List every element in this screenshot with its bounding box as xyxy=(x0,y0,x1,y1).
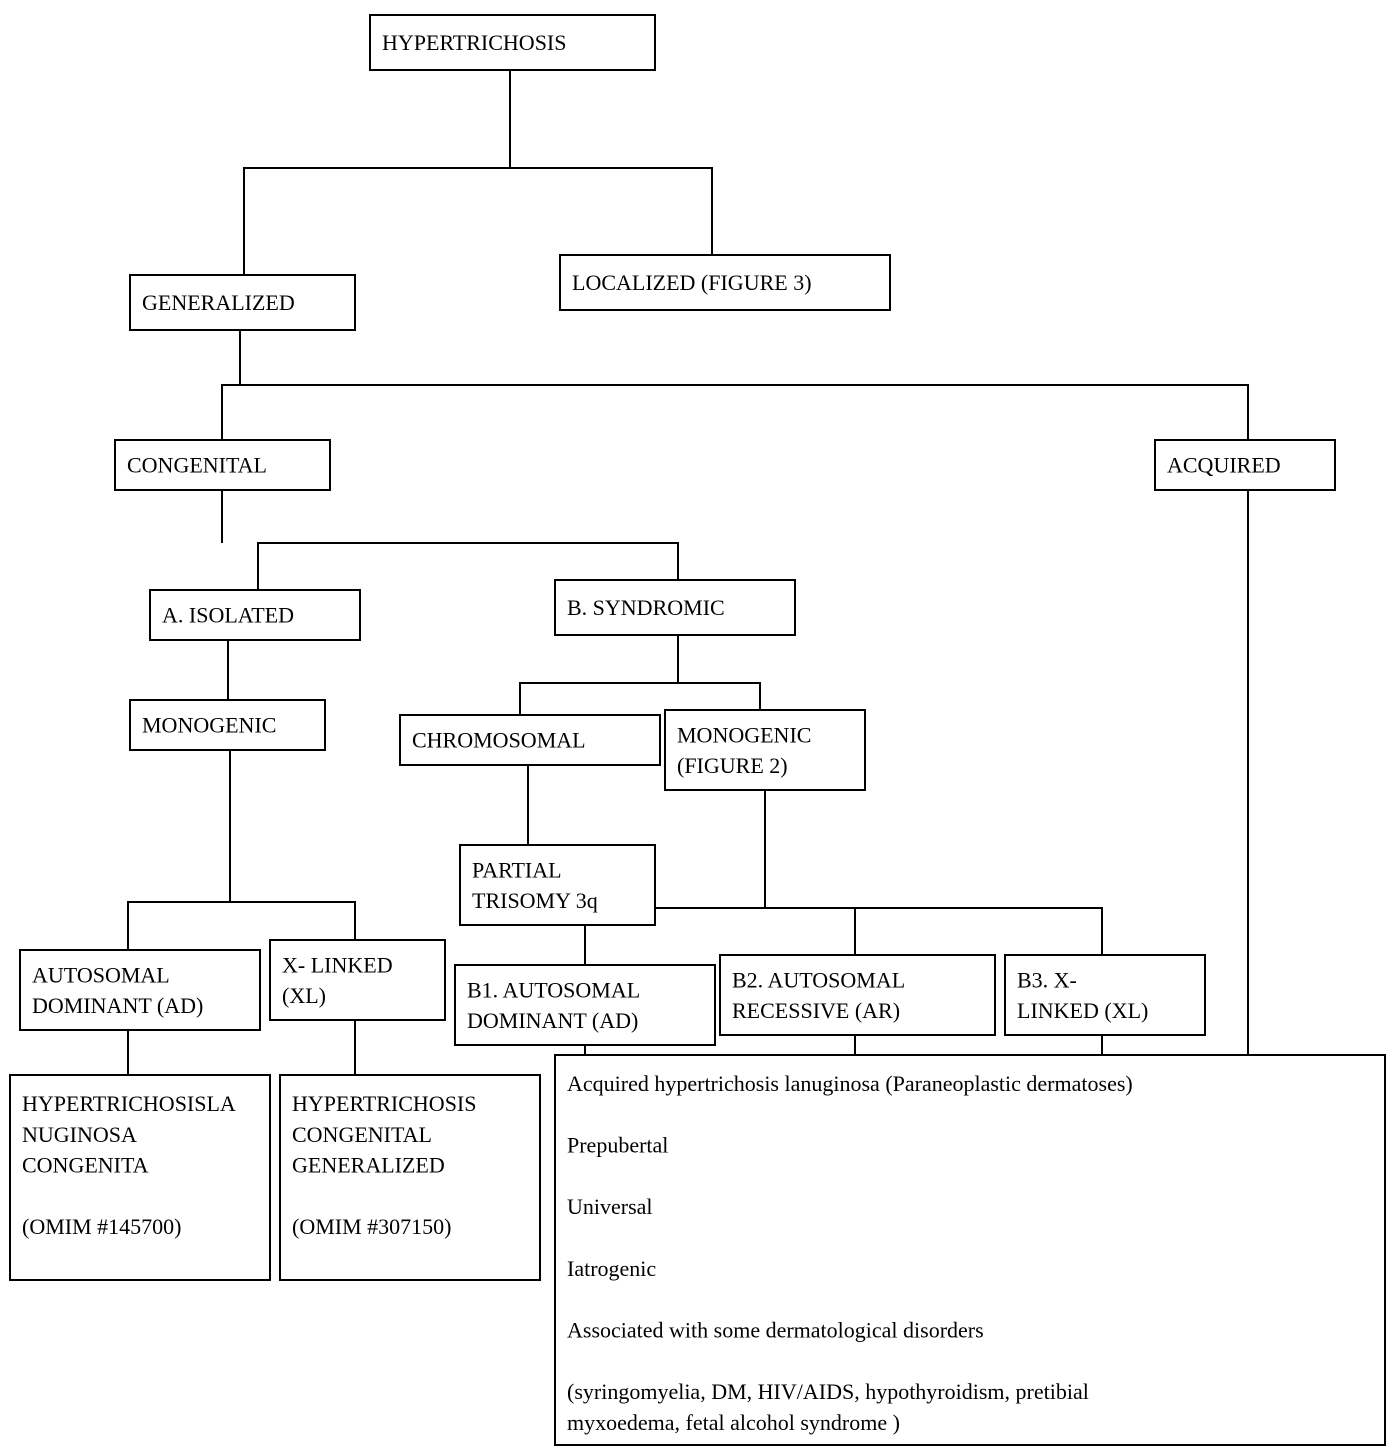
node-label: Universal xyxy=(567,1194,653,1219)
connector xyxy=(222,385,1248,440)
node-label: HYPERTRICHOSIS xyxy=(382,30,567,55)
node-congenital: CONGENITAL xyxy=(115,440,330,490)
node-label: (syringomyelia, DM, HIV/AIDS, hypothyroi… xyxy=(567,1379,1089,1404)
node-b2: B2. AUTOSOMAL RECESSIVE (AR) xyxy=(720,955,995,1035)
node-label: HYPERTRICHOSIS xyxy=(292,1091,477,1116)
node-label: GENERALIZED xyxy=(142,290,295,315)
node-label: Prepubertal xyxy=(567,1133,668,1158)
node-label: myxoedema, fetal alcohol syndrome ) xyxy=(567,1410,900,1435)
node-label: (FIGURE 2) xyxy=(677,753,788,778)
node-label: CHROMOSOMAL xyxy=(412,728,586,753)
node-root: HYPERTRICHOSIS xyxy=(370,15,655,70)
node-syndromic: B. SYNDROMIC xyxy=(555,580,795,635)
node-b1: B1. AUTOSOMAL DOMINANT (AD) xyxy=(455,965,715,1045)
node-label: LOCALIZED (FIGURE 3) xyxy=(572,270,812,295)
node-isolated: A. ISOLATED xyxy=(150,590,360,640)
node-acquired: ACQUIRED xyxy=(1155,440,1335,490)
node-label: A. ISOLATED xyxy=(162,603,294,628)
node-label: B1. AUTOSOMAL xyxy=(467,977,640,1002)
node-monogenic_a: MONOGENIC xyxy=(130,700,325,750)
node-label: AUTOSOMAL xyxy=(32,962,170,987)
node-hl_congenita: HYPERTRICHOSISLA NUGINOSA CONGENITA (OMIM … xyxy=(10,1075,270,1280)
node-label: DOMINANT (AD) xyxy=(32,993,203,1018)
node-label: B2. AUTOSOMAL xyxy=(732,967,905,992)
node-label: TRISOMY 3q xyxy=(472,888,598,913)
node-label: RECESSIVE (AR) xyxy=(732,998,900,1023)
node-label: MONOGENIC xyxy=(677,722,811,747)
node-generalized: GENERALIZED xyxy=(130,275,355,330)
node-label: CONGENITAL xyxy=(292,1122,432,1147)
node-xl_a: X- LINKED (XL) xyxy=(270,940,445,1020)
node-label: (OMIM #307150) xyxy=(292,1214,452,1239)
node-label: Associated with some dermatological diso… xyxy=(567,1317,984,1342)
node-label: Iatrogenic xyxy=(567,1256,656,1281)
node-chromosomal: CHROMOSOMAL xyxy=(400,715,660,765)
node-label: Acquired hypertrichosis lanuginosa (Para… xyxy=(567,1071,1133,1096)
node-label: PARTIAL xyxy=(472,857,562,882)
node-label: CONGENITA xyxy=(22,1153,149,1178)
node-ad_a: AUTOSOMAL DOMINANT (AD) xyxy=(20,950,260,1030)
node-label: MONOGENIC xyxy=(142,713,276,738)
node-label: B3. X- xyxy=(1017,967,1077,992)
node-label: HYPERTRICHOSISLA xyxy=(22,1091,236,1116)
node-label: B. SYNDROMIC xyxy=(567,595,725,620)
node-label: DOMINANT (AD) xyxy=(467,1008,638,1033)
node-acquired_list: Acquired hypertrichosis lanuginosa (Para… xyxy=(555,1055,1385,1445)
node-monogenic_b: MONOGENIC (FIGURE 2) xyxy=(665,710,865,790)
node-label: LINKED (XL) xyxy=(1017,998,1148,1023)
node-label: (OMIM #145700) xyxy=(22,1214,182,1239)
node-partial_trisomy: PARTIAL TRISOMY 3q xyxy=(460,845,655,925)
node-label: GENERALIZED xyxy=(292,1153,445,1178)
node-label: X- LINKED xyxy=(282,952,393,977)
node-label: NUGINOSA xyxy=(22,1122,137,1147)
node-localized: LOCALIZED (FIGURE 3) xyxy=(560,255,890,310)
node-label: ACQUIRED xyxy=(1167,453,1281,478)
node-label: (XL) xyxy=(282,983,326,1008)
hypertrichosis-diagram: HYPERTRICHOSIS GENERALIZED LOCALIZED (FIGU… xyxy=(0,0,1393,1456)
node-hc_generalized: HYPERTRICHOSIS CONGENITAL GENERALIZED (OMI… xyxy=(280,1075,540,1280)
node-label: CONGENITAL xyxy=(127,453,267,478)
node-b3: B3. X- LINKED (XL) xyxy=(1005,955,1205,1035)
